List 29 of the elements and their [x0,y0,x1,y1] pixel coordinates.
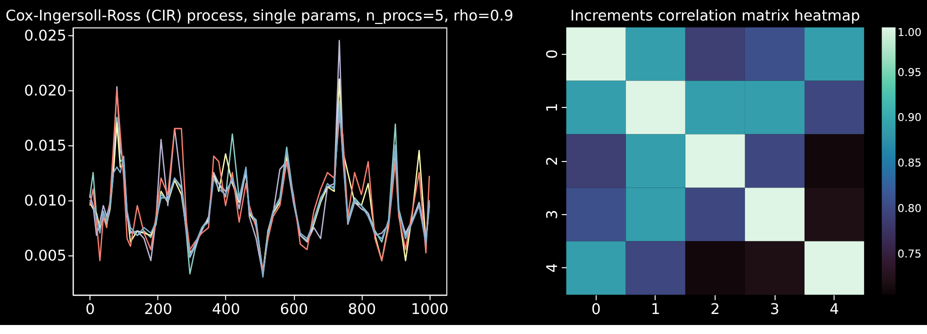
x-tick-label: 800 [348,300,376,318]
color-bar-label: 1.00 [898,26,922,40]
y-tick-label: 0.015 [24,137,66,154]
y-tick-label: 0 [544,49,561,59]
color-bar-label: 0.95 [898,66,922,79]
y-tick-label: 3 [544,210,561,220]
x-tick-label: 4 [830,300,839,318]
x-tick-label: 3 [770,300,780,318]
x-tick-label: 2 [710,300,720,318]
x-tick-label: 200 [144,300,172,318]
color-bar-label: 0.80 [898,202,922,216]
x-tick-label: 1 [650,300,660,318]
color-bar-label: 0.75 [898,248,922,261]
y-tick-label: 0.025 [24,27,66,44]
y-tick-label: 4 [544,263,561,273]
y-tick-label: 2 [544,156,561,166]
y-tick-label: 0.010 [24,192,66,210]
x-tick-label: 0 [86,300,95,318]
x-tick-label: 600 [280,300,308,318]
color-bar-label: 0.90 [898,111,922,124]
x-tick-label: 1000 [411,300,449,318]
y-tick-label: 1 [544,102,561,112]
x-tick-label: 0 [591,300,601,318]
chart-title: Increments correlation matrix heatmap [570,7,860,24]
x-tick-label: 400 [212,300,240,318]
color-bar-label: 0.85 [898,156,922,170]
y-tick-label: 0.005 [24,248,66,265]
chart-title: Cox-Ingersoll-Ross (CIR) process, single params, n_procs=5, rho=0.9 [6,7,514,24]
y-tick-label: 0.020 [24,82,66,100]
